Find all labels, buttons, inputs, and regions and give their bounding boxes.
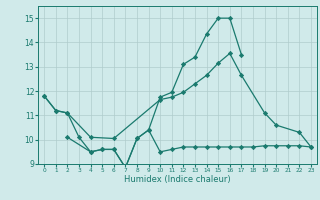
X-axis label: Humidex (Indice chaleur): Humidex (Indice chaleur) [124,175,231,184]
